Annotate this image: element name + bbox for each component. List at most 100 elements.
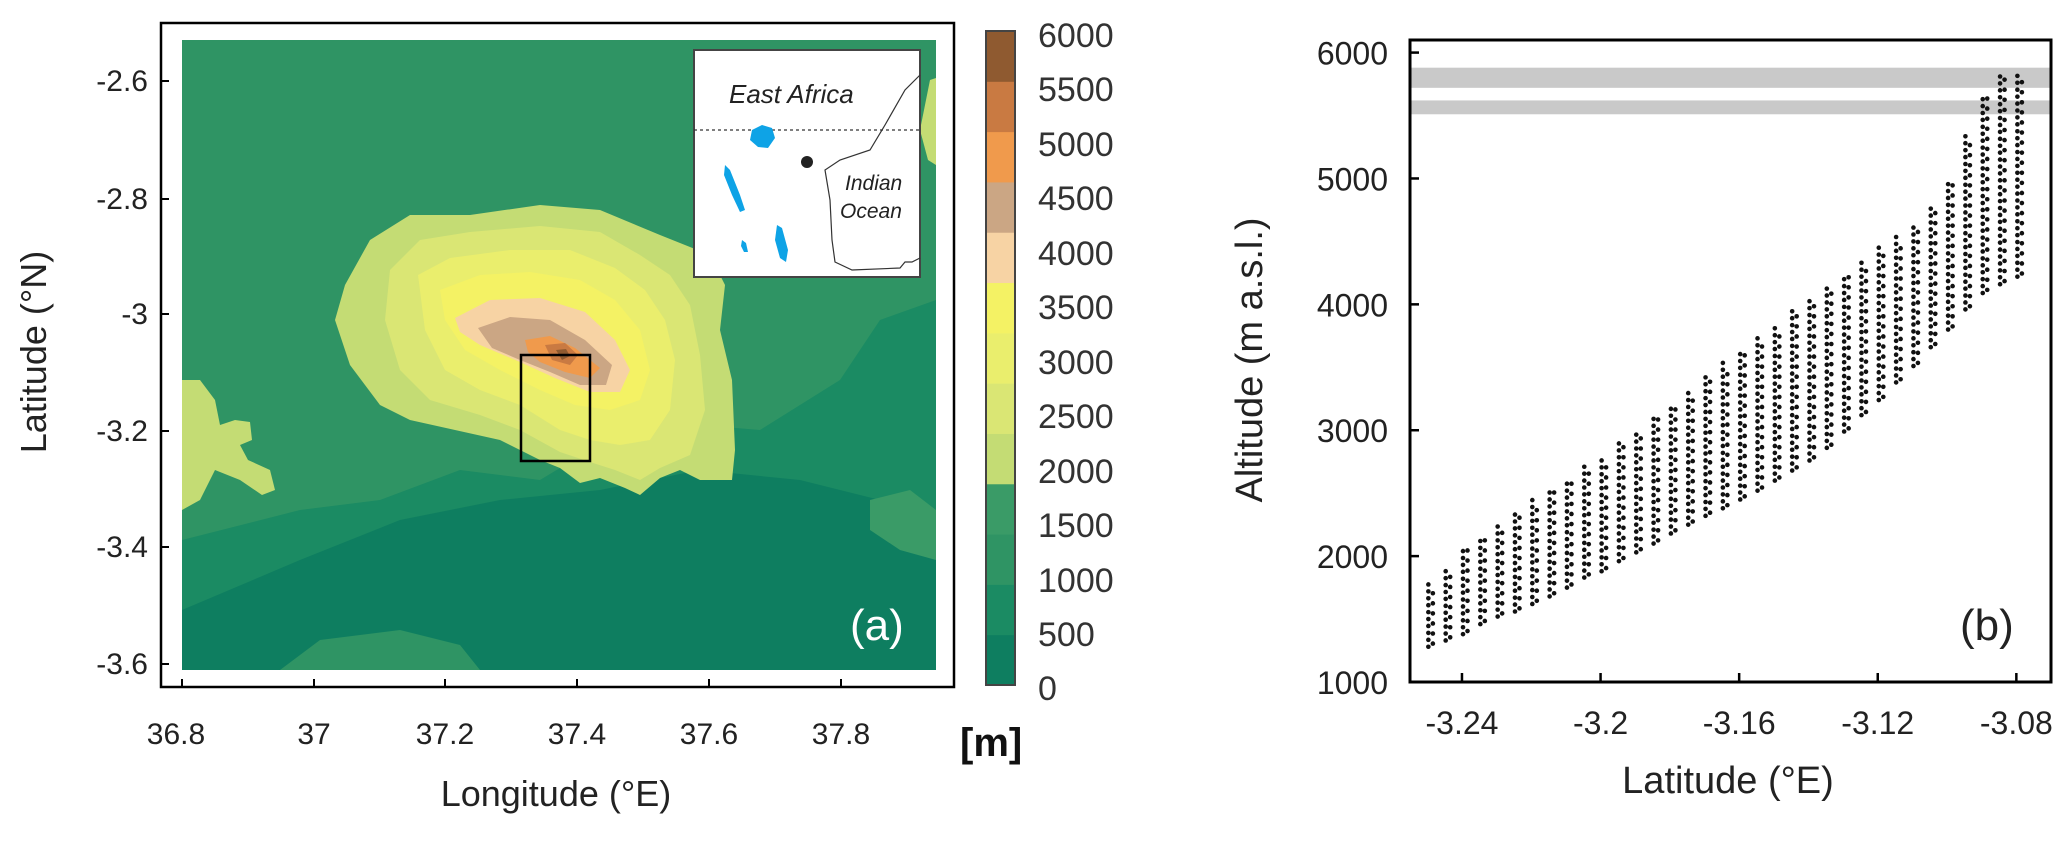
y-tick-label: 5000 <box>1317 161 1388 197</box>
data-point <box>1893 248 1899 254</box>
data-point <box>1829 331 1834 337</box>
data-point <box>1759 364 1765 369</box>
data-point <box>1564 571 1570 577</box>
data-point <box>1911 301 1916 307</box>
colorbar-tick-label: 0 <box>1038 670 1057 708</box>
data-point <box>1720 443 1726 449</box>
data-point <box>1755 349 1760 355</box>
data-point <box>1443 617 1448 622</box>
data-point <box>1829 432 1834 437</box>
data-point <box>1945 257 1951 263</box>
data-point <box>1707 419 1713 425</box>
data-point <box>1651 458 1656 463</box>
data-point <box>1581 575 1587 580</box>
data-point <box>1621 525 1626 531</box>
colorbar-swatches <box>986 31 1015 686</box>
data-point <box>1599 568 1604 574</box>
data-point <box>1685 439 1691 444</box>
data-point <box>2019 120 2025 125</box>
data-point <box>1794 384 1799 390</box>
data-point <box>1846 365 1851 371</box>
data-point <box>1789 378 1795 383</box>
data-point <box>1737 372 1743 378</box>
data-point <box>1707 409 1713 415</box>
data-point <box>1599 520 1604 526</box>
data-point <box>1720 367 1726 373</box>
data-point <box>1685 411 1691 417</box>
data-point <box>1616 448 1622 453</box>
data-point <box>1759 354 1765 359</box>
data-point <box>1616 503 1622 509</box>
data-point <box>1876 245 1882 251</box>
data-point <box>1967 253 1973 259</box>
data-point <box>1673 407 1678 412</box>
data-point <box>1777 344 1782 349</box>
data-point <box>1616 441 1622 446</box>
data-point <box>1794 334 1799 339</box>
data-point <box>1824 369 1830 375</box>
data-point <box>1950 203 1955 208</box>
data-point <box>1846 426 1851 431</box>
data-point <box>1880 334 1886 339</box>
data-point <box>1963 307 1968 312</box>
data-point <box>1963 168 1968 174</box>
data-point <box>1984 207 1990 212</box>
data-point <box>1755 453 1760 459</box>
data-point <box>1547 573 1552 578</box>
data-point <box>1447 584 1453 590</box>
data-point <box>1980 228 1986 234</box>
data-point <box>1997 198 2003 204</box>
data-point <box>1841 415 1847 420</box>
panel-b-x-axis: -3.24 -3.2 -3.16 -3.12 -3.08 <box>1426 673 2053 741</box>
data-point <box>1841 325 1847 330</box>
data-point <box>1859 295 1864 300</box>
data-point <box>1703 465 1708 470</box>
data-point <box>1997 94 2003 100</box>
data-point <box>1807 354 1812 359</box>
inset-ocean-label-2: Ocean <box>840 200 902 223</box>
data-point <box>1772 478 1778 483</box>
data-point <box>1759 344 1765 349</box>
data-point <box>1807 381 1812 387</box>
data-point <box>1789 426 1795 432</box>
data-point <box>1859 329 1864 335</box>
data-point <box>1460 631 1466 637</box>
data-point <box>1564 529 1570 535</box>
data-point <box>1911 363 1916 369</box>
data-point <box>1980 200 1986 206</box>
data-point <box>1945 292 1951 298</box>
data-point <box>1673 477 1678 483</box>
data-point <box>1720 429 1726 435</box>
data-point <box>1777 475 1782 480</box>
data-point <box>1841 394 1847 400</box>
data-point <box>2002 87 2007 93</box>
summit-bands <box>1410 67 2051 115</box>
data-point <box>1841 276 1847 282</box>
inset-map: East Africa Indian Ocean <box>693 49 921 278</box>
data-point <box>1880 344 1886 349</box>
data-point <box>1547 490 1552 495</box>
data-point <box>1499 550 1505 556</box>
data-point <box>1772 436 1778 442</box>
data-point <box>2002 107 2007 113</box>
contour-1500-2000-ne <box>920 78 936 165</box>
data-point <box>1638 526 1644 532</box>
data-point <box>1945 264 1951 270</box>
data-point <box>1685 515 1691 521</box>
data-point <box>1898 296 1903 301</box>
data-point <box>1603 525 1609 531</box>
data-point <box>1984 277 1990 283</box>
data-point <box>1824 293 1830 298</box>
data-point <box>1794 374 1799 380</box>
data-point <box>1911 294 1916 300</box>
data-point <box>1673 517 1678 523</box>
data-point <box>2002 208 2007 213</box>
data-point <box>1725 402 1730 407</box>
data-point <box>1482 548 1488 553</box>
data-point <box>1737 400 1743 405</box>
data-point <box>1685 404 1691 410</box>
data-point <box>1668 406 1674 412</box>
data-point <box>1759 374 1765 380</box>
data-point <box>2015 80 2020 86</box>
data-point <box>1980 242 1986 247</box>
